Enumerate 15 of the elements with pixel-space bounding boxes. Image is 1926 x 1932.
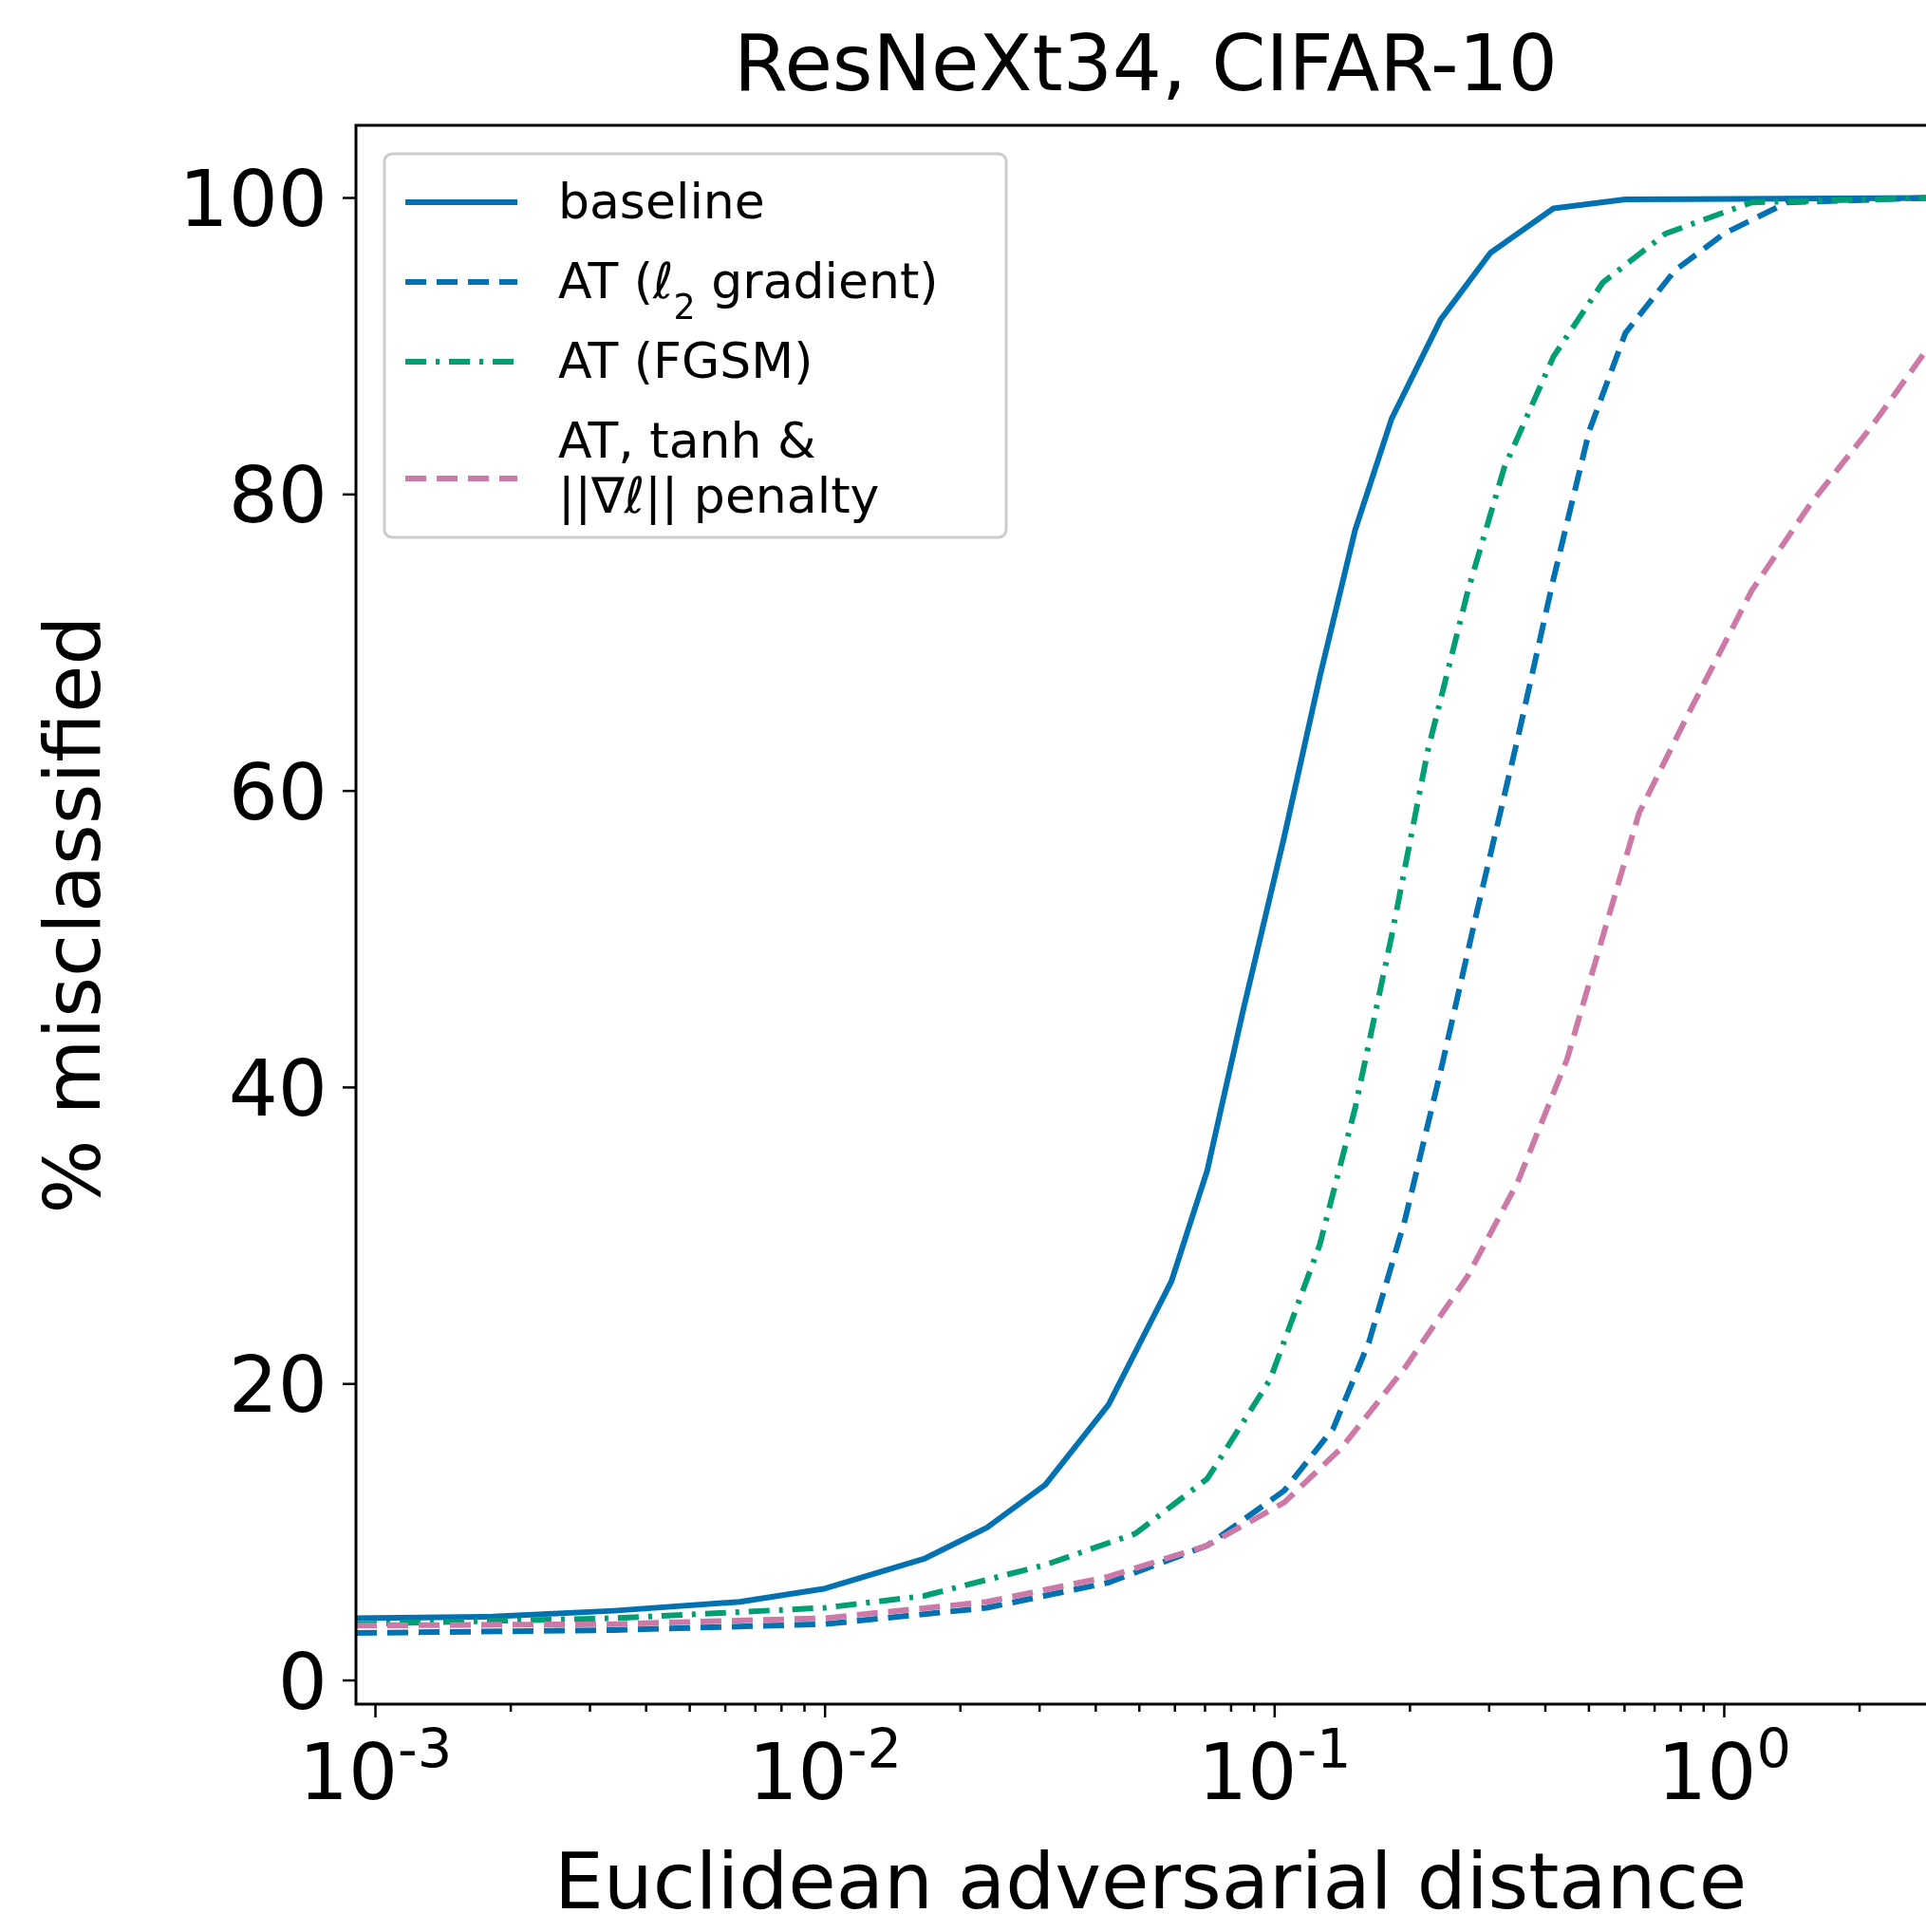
y-tick-label: 40	[228, 1042, 327, 1134]
chart-title: ResNeXt34, CIFAR-10	[734, 18, 1558, 108]
x-axis-title: Euclidean adversarial distance	[553, 1836, 1748, 1926]
x-tick-label: 10$^{0}$	[1657, 1716, 1791, 1817]
y-axis-title: % misclassified	[28, 615, 118, 1214]
y-tick-label: 20	[228, 1340, 327, 1431]
legend-label: AT (ℓ$_{2}$ gradient)	[558, 253, 939, 328]
y-tick-label: 100	[178, 154, 327, 245]
legend-label: AT, tanh & ||∇ℓ|| penalty	[558, 412, 880, 525]
legend-label: baseline	[558, 173, 765, 230]
legend-label: AT (FGSM)	[558, 332, 813, 389]
x-tick-label: 10$^{-2}$	[748, 1716, 902, 1817]
y-tick-label: 80	[228, 450, 327, 541]
y-tick-label: 60	[228, 746, 327, 837]
x-tick-label: 10$^{-1}$	[1198, 1716, 1352, 1817]
